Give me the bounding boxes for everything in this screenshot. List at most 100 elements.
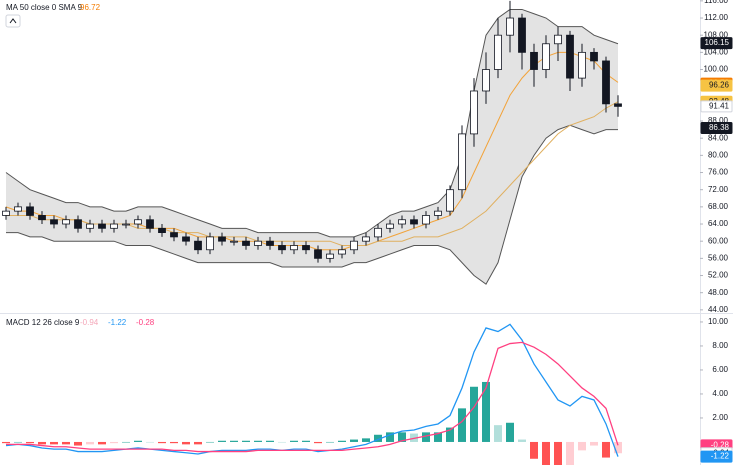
candle-body [122,223,130,226]
histogram-bar [110,441,118,444]
y-tick-label: 44.00 [708,305,729,314]
histogram-bar [38,441,46,445]
candle-body [266,240,274,246]
histogram-bar [470,386,478,442]
histogram-bar [434,432,442,442]
histogram-bar [566,441,574,465]
price-tag [700,37,733,50]
candle-body [590,51,598,62]
histogram-bar [122,441,130,443]
candle-body [518,17,526,53]
candle-body [350,240,358,251]
histogram-bar [86,441,94,445]
y-tick-label: 84.00 [708,133,729,142]
candle-body [458,133,466,191]
candle-body [422,215,430,225]
candle-body [194,240,202,251]
price-tag-label: 106.15 [705,38,730,47]
histogram-bar [278,441,286,443]
y-tick-label: 60.00 [708,236,729,245]
candle-body [530,51,538,70]
y-tick-label: 76.00 [708,168,729,177]
candle-body [14,206,22,212]
y-tick-label: 88.00 [708,116,729,125]
price-tag [700,79,733,92]
candle-body [62,219,70,225]
macd-tag-label: -1.22 [711,452,730,461]
candle-body [386,223,394,229]
candle-body [602,60,610,105]
histogram-bar [182,441,190,445]
candle-body [74,219,82,229]
y-tick-label: 80.00 [708,150,729,159]
legend-value: 96.72 [80,3,101,12]
candle-body [482,69,490,92]
candle-body [326,253,334,259]
candle-body [278,245,286,251]
candle-body [314,249,322,259]
price-tag-label: 86.38 [709,123,730,132]
histogram-bar [458,408,466,442]
candle-body [470,90,478,135]
histogram-bar [50,441,58,445]
histogram-bar [74,441,82,446]
histogram-bar [386,432,394,442]
candle-body [434,210,442,216]
histogram-bar [578,441,586,451]
candle-body [506,17,514,36]
histogram-bar [146,441,154,443]
y-tick-label: 48.00 [708,288,729,297]
histogram-bar [494,425,502,442]
histogram-bar [506,422,514,442]
histogram-bar [194,441,202,445]
histogram-bar [602,441,610,458]
candle-body [230,240,238,243]
candle-body [50,219,58,225]
candle-body [98,223,106,229]
histogram-bar [242,440,250,442]
y-tick-label: 8.00 [712,341,728,350]
candle-body [410,219,418,225]
band-fill [6,9,618,285]
price-tag-label: 96.26 [709,81,730,90]
candle-body [134,219,142,225]
candle-body [374,227,382,238]
price-tag-label: 91.41 [709,101,730,110]
y-tick-label: 112.00 [704,13,728,22]
y-tick-label: 52.00 [708,271,729,280]
histogram-bar [338,440,346,442]
price-tag [700,121,733,134]
collapse-button[interactable] [5,14,21,28]
y-tick-label: 10.00 [708,317,729,326]
candle-body [110,223,118,229]
histogram-bar [2,441,10,444]
histogram-bar [542,441,550,465]
histogram-bar [350,439,358,442]
chevron-icon [9,18,17,24]
candle-body [38,215,46,221]
histogram-bar [518,439,526,442]
y-tick-label: 100.00 [704,65,729,74]
legend-value: -0.94 [80,318,99,327]
macd-tag [700,450,733,463]
histogram-bar [530,441,538,459]
histogram-bar [62,441,70,445]
histogram-bar [326,441,334,443]
histogram-bar [554,441,562,465]
histogram-bar [590,441,598,446]
histogram-bar [98,441,106,445]
candle-body [494,34,502,70]
candle-body [290,245,298,251]
candle-body [26,206,34,216]
histogram-bar [482,381,490,442]
band-lower [6,124,618,285]
y-tick-label: 68.00 [708,202,729,211]
candle-body [398,219,406,225]
ma-line [6,101,619,246]
candle-body [158,227,166,234]
y-tick-label: 6.00 [712,365,728,374]
histogram-bar [230,440,238,442]
